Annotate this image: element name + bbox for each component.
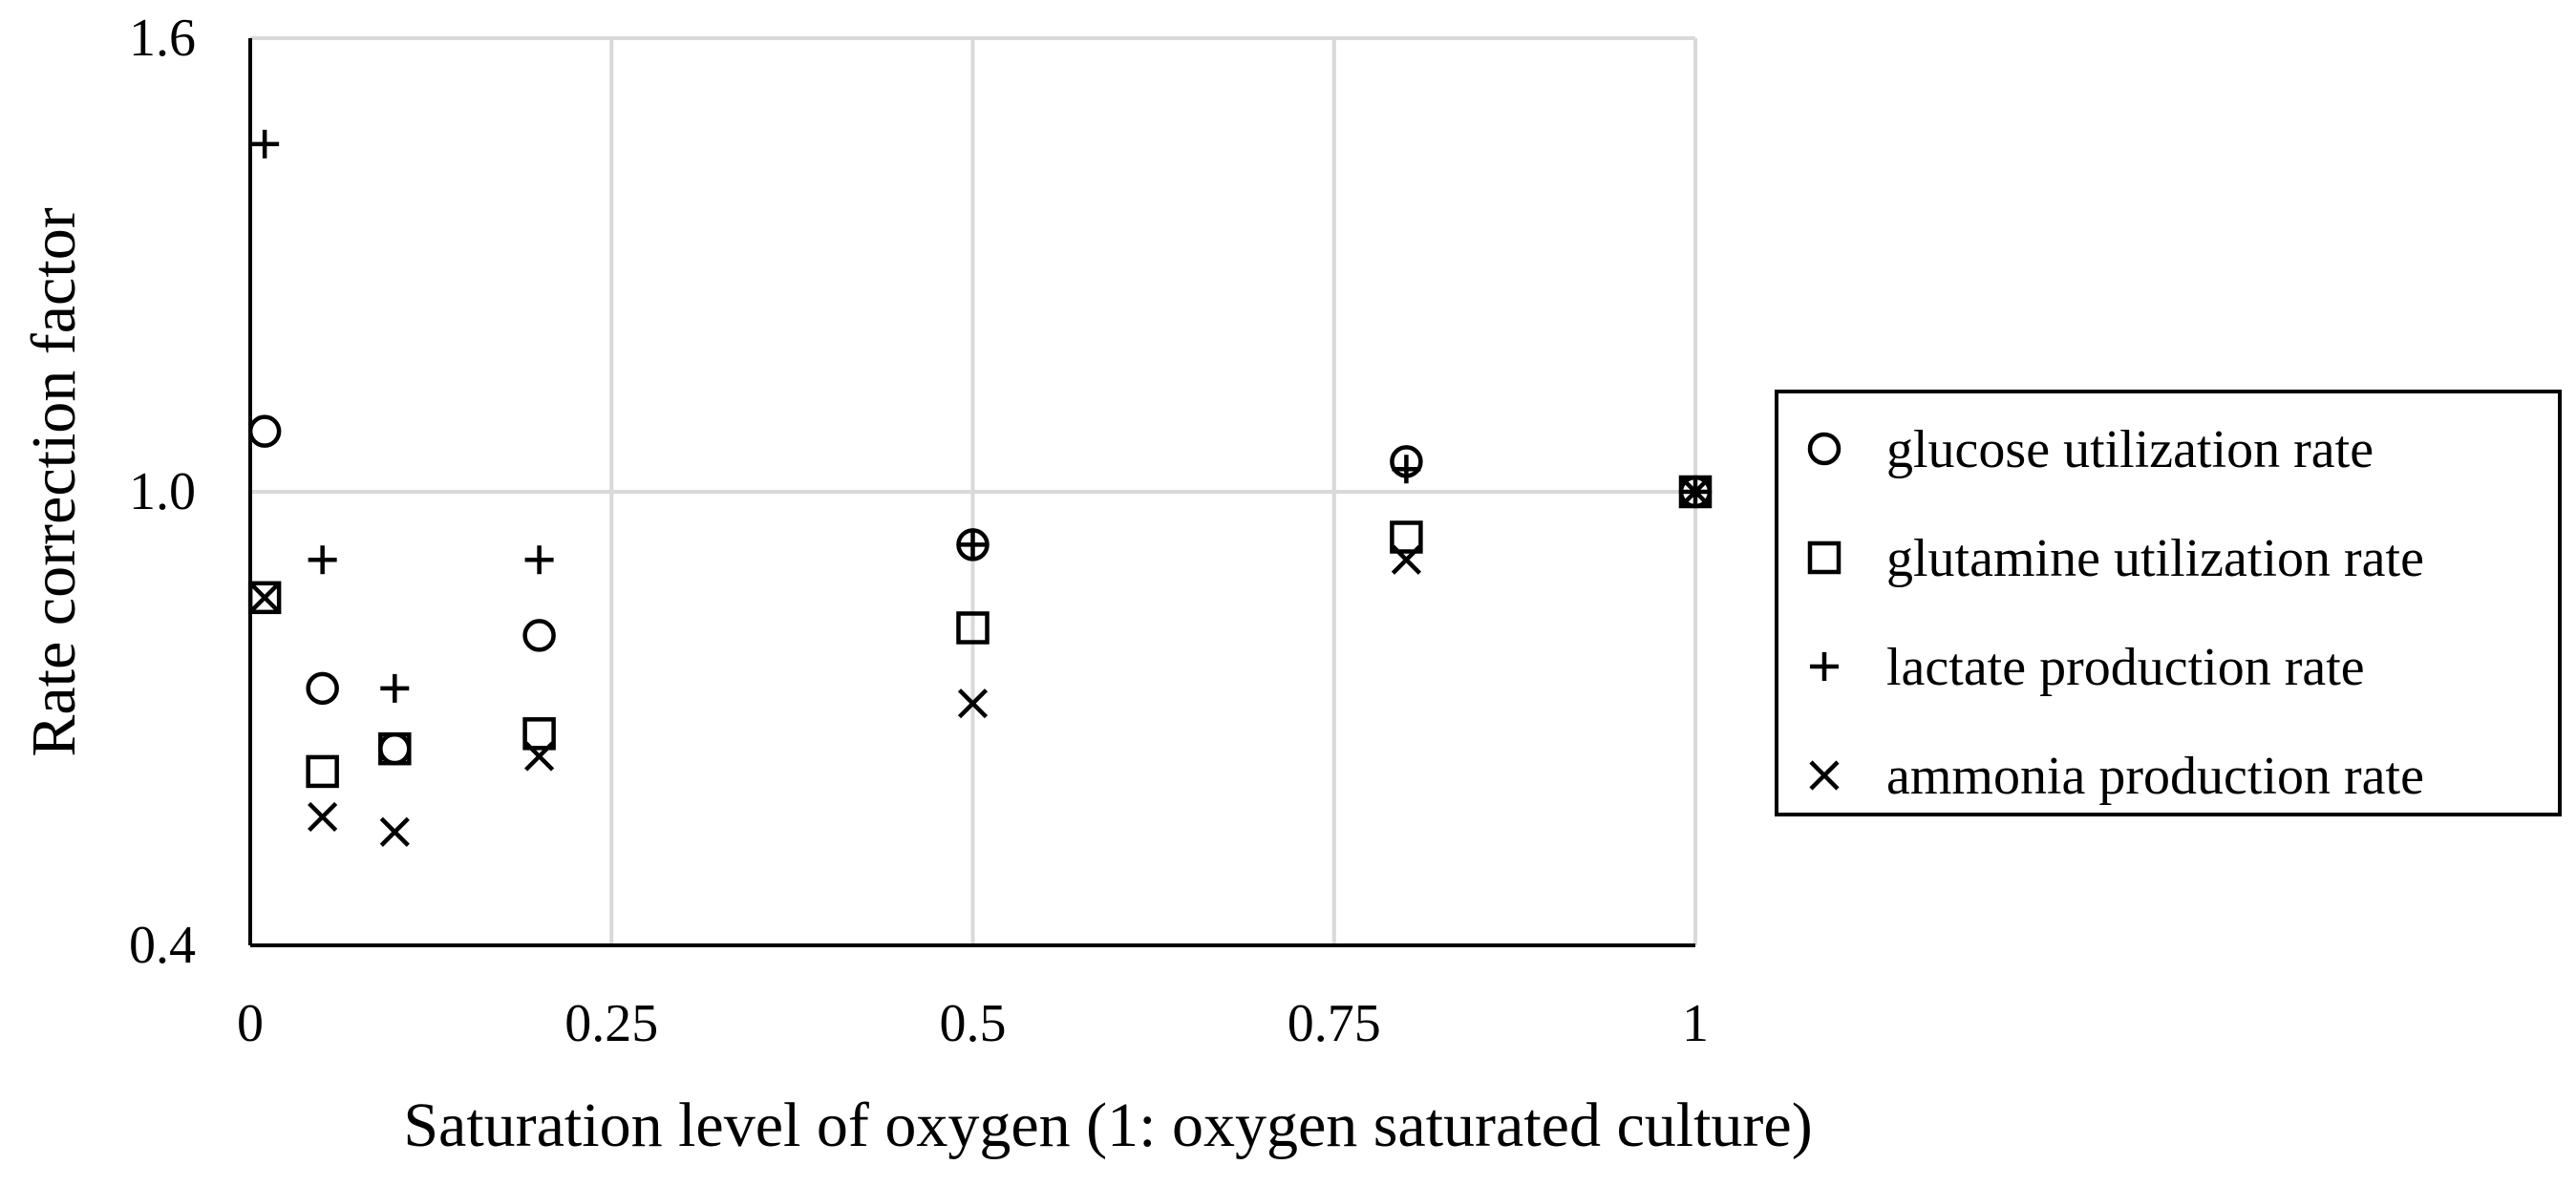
data-point-plus	[308, 545, 337, 575]
y-tick-label: 0.4	[129, 916, 196, 975]
legend-label: ammonia production rate	[1886, 747, 2424, 806]
x-tick-label: 0.75	[1288, 994, 1381, 1053]
legend-label: lactate production rate	[1886, 638, 2365, 697]
legend-marker-square	[1807, 540, 1842, 575]
data-point-square	[378, 731, 412, 766]
data-point-circle	[522, 619, 556, 652]
axes	[248, 38, 1695, 947]
x-tick-label: 0.5	[940, 994, 1007, 1053]
data-point-circle	[247, 414, 282, 448]
x-tick-label: 1	[1682, 994, 1709, 1053]
y-tick-label: 1.6	[129, 9, 196, 68]
x-axis-title: Saturation level of oxygen (1: oxygen sa…	[403, 1091, 1812, 1160]
grid-lines	[250, 36, 1697, 945]
data-point-x	[1680, 477, 1711, 507]
legend-box	[1775, 390, 2562, 816]
data-point-square	[956, 611, 990, 645]
data-point-x	[957, 688, 989, 719]
data-point-circle	[306, 671, 339, 706]
data-point-square	[306, 754, 339, 789]
data-points	[247, 129, 1713, 847]
y-axis-title: Rate correction factor	[19, 207, 89, 756]
legend-label: glucose utilization rate	[1886, 420, 2374, 479]
data-point-square	[522, 717, 556, 751]
data-point-plus	[380, 673, 410, 703]
x-tick-label: 0.25	[564, 994, 658, 1053]
data-point-plus	[250, 129, 280, 159]
data-point-x	[1391, 544, 1421, 575]
legend-marker-x	[1809, 760, 1840, 791]
legend-marker-plus	[1810, 652, 1839, 681]
data-point-x	[524, 741, 555, 772]
data-point-circle	[378, 731, 412, 766]
legend-label: glutamine utilization rate	[1886, 529, 2424, 588]
x-tick-label: 0	[237, 994, 264, 1053]
legend: glucose utilization rate glutamine utiliz…	[1775, 390, 2562, 816]
data-point-plus	[524, 545, 554, 575]
data-point-plus	[1392, 455, 1421, 484]
data-point-x	[379, 816, 410, 847]
legend-marker-circle	[1807, 432, 1842, 466]
data-point-square	[1390, 520, 1423, 554]
data-point-x	[249, 582, 280, 613]
tick-labels: 0 0.25 0.5 0.75 1 0.4 1.0 1.6	[129, 9, 1709, 1053]
data-point-x	[308, 801, 338, 833]
data-point-plus	[958, 530, 988, 560]
y-tick-label: 1.0	[129, 462, 196, 521]
data-point-square	[247, 581, 282, 615]
